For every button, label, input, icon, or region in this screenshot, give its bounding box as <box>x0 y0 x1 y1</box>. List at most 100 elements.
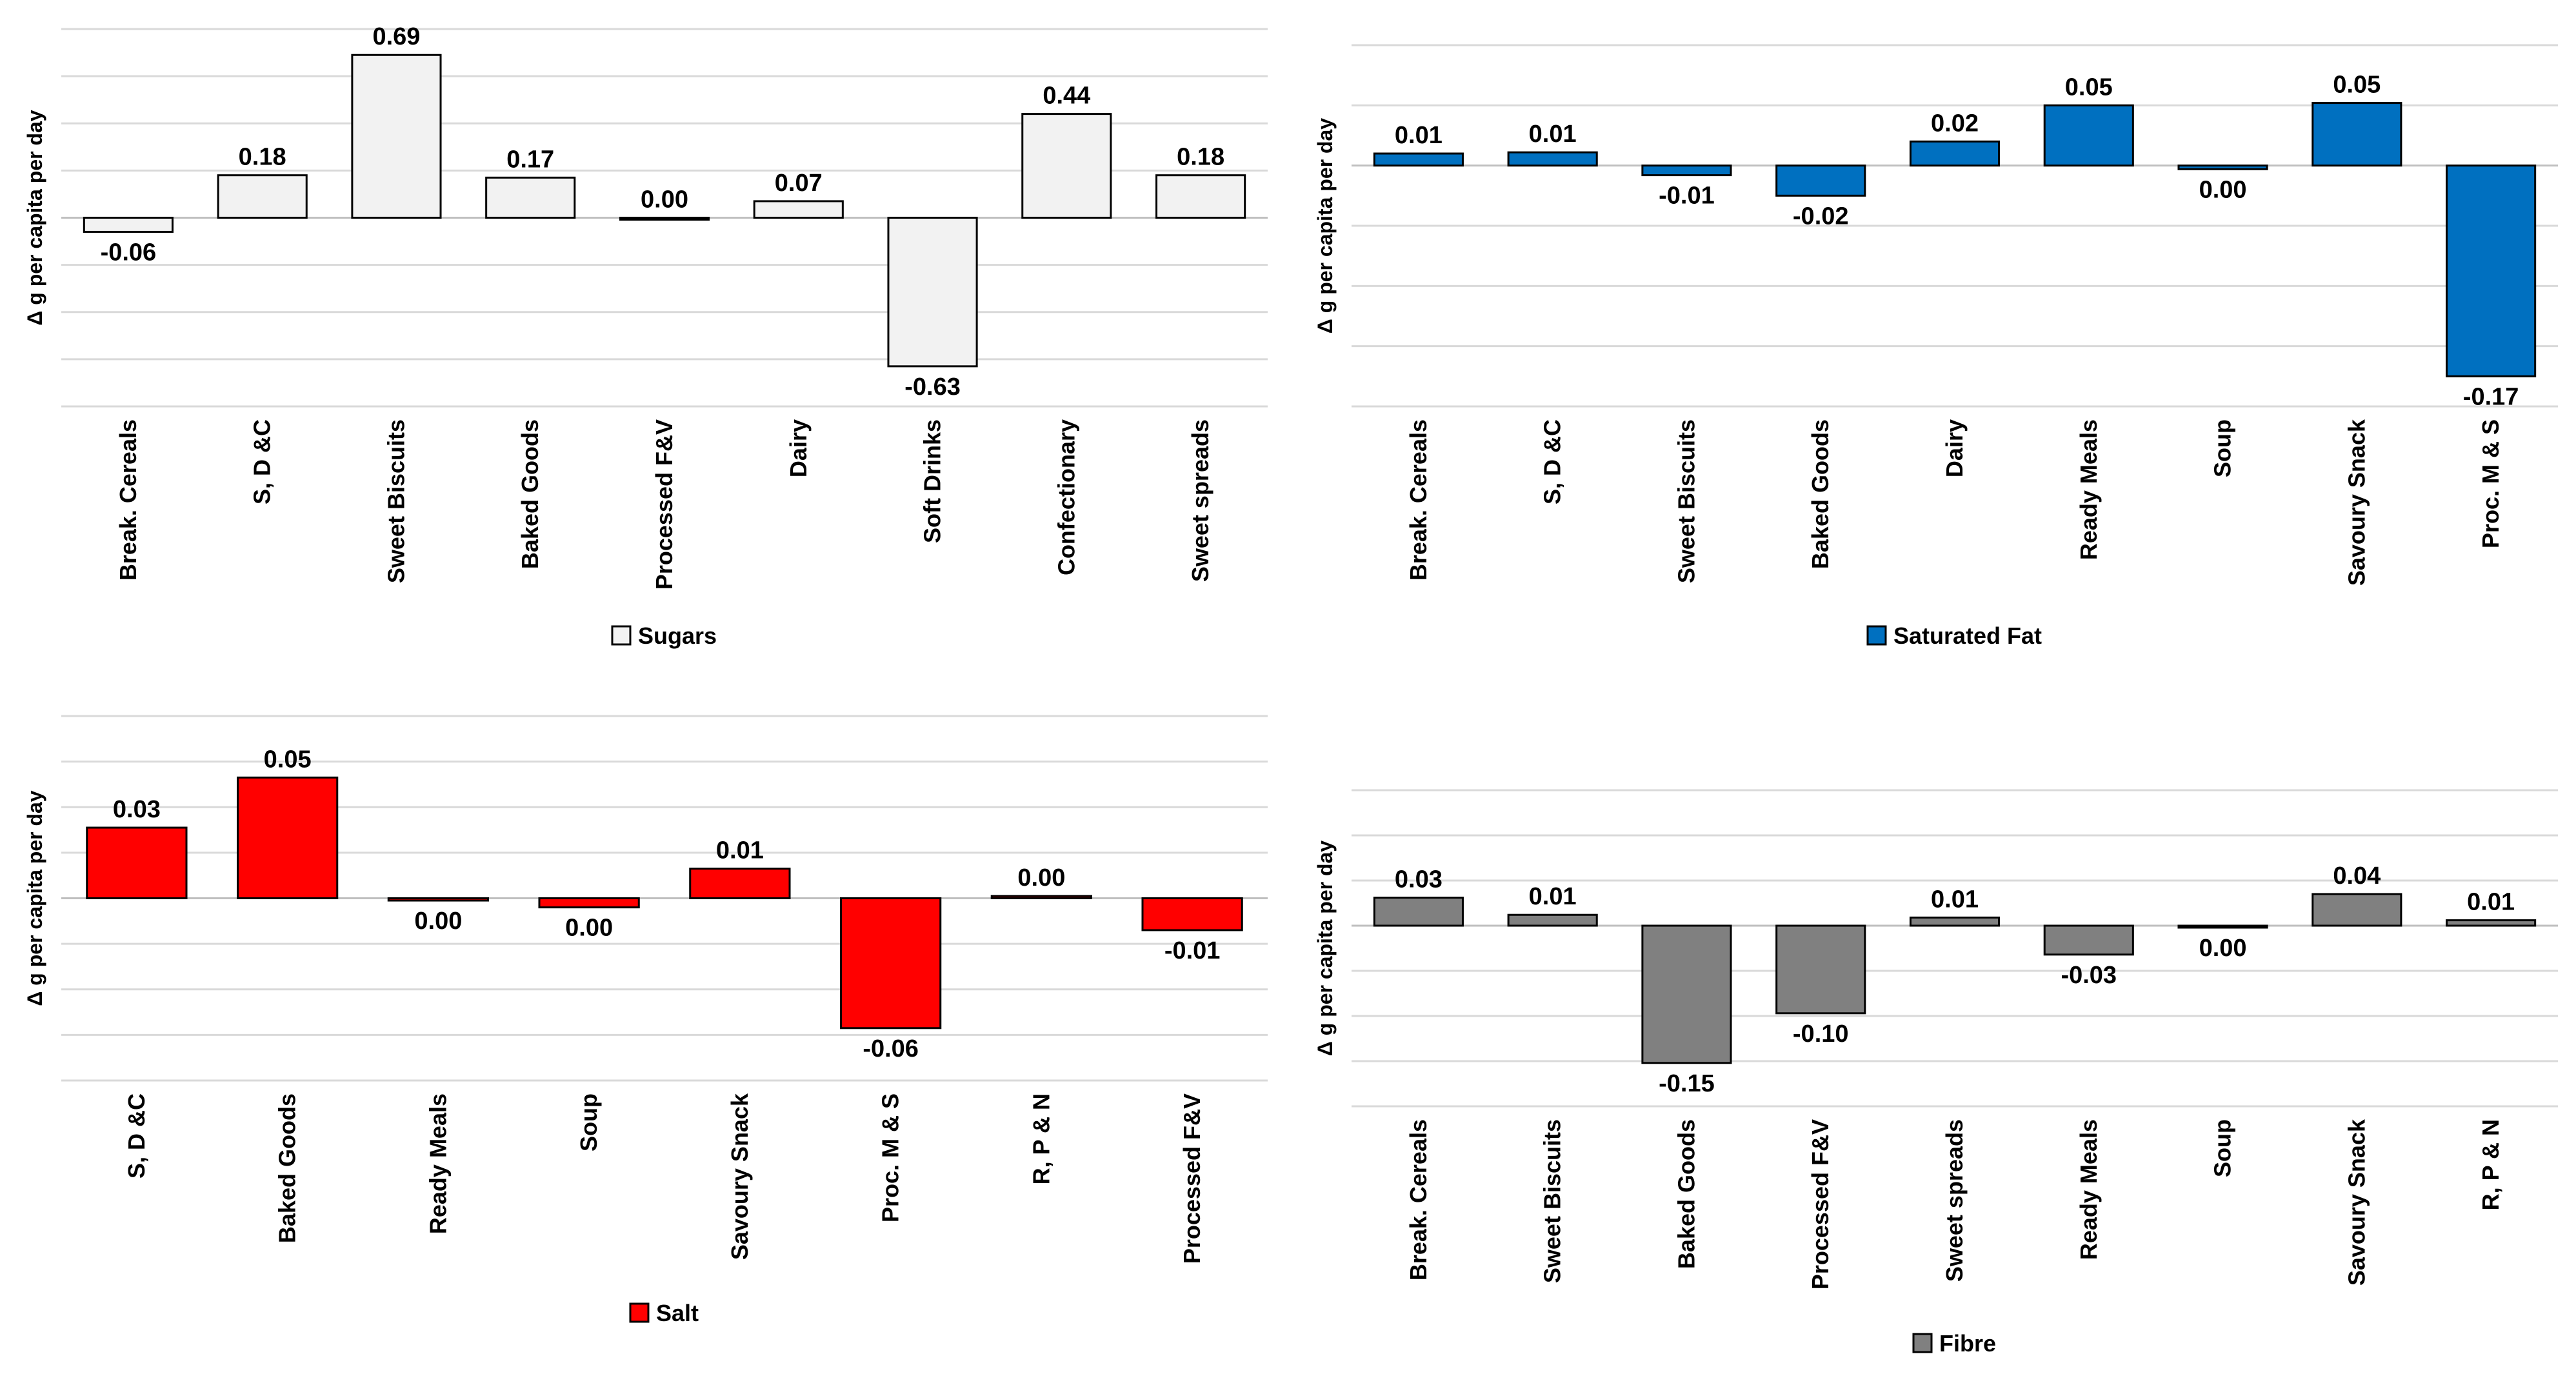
data-label: 0.01 <box>1529 883 1577 910</box>
data-label: 0.69 <box>372 23 420 50</box>
category-label: Proc. M & S <box>877 1093 904 1222</box>
data-label: -0.01 <box>1164 937 1221 964</box>
bar-sweet-biscuits <box>1641 164 1732 177</box>
data-label: 0.02 <box>1931 110 1979 137</box>
legend-swatch <box>1866 625 1887 646</box>
bar-soup <box>2177 924 2268 929</box>
category-label: Sweet Biscuits <box>383 419 409 583</box>
bar-soup <box>2177 164 2268 170</box>
category-label: Savoury Snack <box>2343 1119 2370 1286</box>
bar-break-cereals <box>1373 152 1464 167</box>
data-label: 0.18 <box>1177 144 1224 171</box>
bar-sweet-spreads <box>1155 174 1246 219</box>
legend-label: Salt <box>656 1300 699 1326</box>
category-label: R, P & N <box>1028 1093 1054 1184</box>
salt-chart: Δ g per capita per day 0.03 S, D &C 0.05 Bak… <box>0 690 1284 1374</box>
bar-savoury-snack <box>689 868 791 899</box>
category-label: Break. Cereals <box>115 419 141 581</box>
data-label: 0.00 <box>1017 864 1065 891</box>
bar-ready-meals <box>2043 104 2134 167</box>
category-label: S, D &C <box>1539 419 1566 504</box>
category-label: Proc. M & S <box>2477 419 2504 548</box>
data-label: 0.00 <box>565 915 613 942</box>
data-label: 0.05 <box>2333 72 2381 99</box>
data-label: -0.15 <box>1659 1070 1715 1097</box>
y-axis-label: Δ g per capita per day <box>23 790 46 1006</box>
legend-swatch <box>611 625 632 646</box>
category-label: Processed F&V <box>1807 1119 1833 1289</box>
data-label: 0.05 <box>2065 74 2113 101</box>
legend: Saturated Fat <box>1866 622 2042 649</box>
data-label: 0.04 <box>2333 862 2381 890</box>
category-label: Sweet Biscuits <box>1673 419 1699 583</box>
category-label: Dairy <box>785 419 812 477</box>
data-label: 0.01 <box>716 837 764 864</box>
fibre-chart: Δ g per capita per day 0.03 Break. Cereals… <box>1290 690 2576 1374</box>
legend-swatch <box>1912 1333 1933 1353</box>
category-label: Baked Goods <box>274 1093 301 1243</box>
legend-swatch <box>629 1302 650 1323</box>
legend-label: Sugars <box>638 622 717 649</box>
bar-proc-m-s <box>2446 164 2537 377</box>
bar-break-cereals <box>83 217 174 233</box>
category-label: Baked Goods <box>517 419 543 569</box>
category-label: Processed F&V <box>651 419 677 590</box>
category-label: Baked Goods <box>1807 419 1833 569</box>
data-label: 0.00 <box>414 908 462 935</box>
y-axis-label: Δ g per capita per day <box>23 110 46 325</box>
category-label: Sweet Biscuits <box>1539 1119 1566 1283</box>
category-label: Savoury Snack <box>726 1093 753 1260</box>
data-label: 0.03 <box>113 796 161 823</box>
bar-baked-goods <box>1641 924 1732 1064</box>
bar-dairy <box>1909 140 2001 167</box>
bar-savoury-snack <box>2311 893 2402 927</box>
salt-chart-svg: Δ g per capita per day 0.03 S, D &C 0.05 Bak… <box>23 715 1268 1326</box>
category-label: Sweet spreads <box>1187 419 1213 582</box>
data-label: 0.00 <box>2199 176 2247 203</box>
bar-soup <box>538 897 640 909</box>
data-label: 0.05 <box>264 746 312 773</box>
category-label: Processed F&V <box>1179 1093 1205 1264</box>
y-axis-label: Δ g per capita per day <box>1313 841 1337 1056</box>
category-label: Savoury Snack <box>2343 419 2370 586</box>
bar-break-cereals <box>1373 897 1464 927</box>
bar-s-d-c <box>217 174 308 219</box>
category-label: Soup <box>2210 419 2236 477</box>
category-label: Soup <box>2210 1119 2236 1177</box>
bar-s-d-c <box>1507 151 1598 167</box>
bar-baked-goods <box>236 776 339 899</box>
bar-processed-f-v <box>1775 924 1866 1015</box>
data-label: -0.02 <box>1793 203 1849 230</box>
category-label: R, P & N <box>2477 1119 2504 1210</box>
sugars-chart: Δ g per capita per day -0.06 Break. Cereal… <box>0 0 1284 684</box>
bar-confectionary <box>1021 113 1112 219</box>
category-label: Ready Meals <box>424 1093 451 1234</box>
data-label: 0.00 <box>641 186 688 214</box>
bar-sweet-biscuits <box>351 54 442 219</box>
data-label: 0.01 <box>1395 122 1443 149</box>
bar-baked-goods <box>1775 164 1866 197</box>
fibre-chart-svg: Δ g per capita per day 0.03 Break. Cereals… <box>1313 789 2558 1357</box>
category-label: Ready Meals <box>2075 1119 2102 1260</box>
data-label: 0.01 <box>2467 889 2515 916</box>
data-label: 0.00 <box>2199 935 2247 962</box>
category-label: Baked Goods <box>1673 1119 1699 1269</box>
legend-label: Saturated Fat <box>1893 622 2042 649</box>
bar-baked-goods <box>485 176 576 219</box>
saturated-fat-chart-svg: Δ g per capita per day 0.01 Break. Cereals… <box>1313 44 2558 649</box>
data-label: 0.44 <box>1043 83 1090 110</box>
category-label: Break. Cereals <box>1405 1119 1432 1280</box>
bar-sweet-spreads <box>1909 916 2001 927</box>
bar-processed-f-v <box>619 217 710 221</box>
data-label: -0.17 <box>2463 383 2519 410</box>
data-label: 0.17 <box>506 146 554 173</box>
data-label: 0.01 <box>1931 886 1979 913</box>
legend: Fibre <box>1912 1330 1996 1357</box>
bar-proc-m-s <box>839 897 942 1030</box>
category-label: Sweet spreads <box>1941 1119 1968 1282</box>
category-label: S, D &C <box>123 1093 150 1179</box>
category-label: Soft Drinks <box>919 419 946 543</box>
sugars-chart-svg: Δ g per capita per day -0.06 Break. Cereal… <box>23 23 1268 649</box>
data-label: -0.10 <box>1793 1021 1849 1048</box>
bar-ready-meals <box>2043 924 2134 956</box>
